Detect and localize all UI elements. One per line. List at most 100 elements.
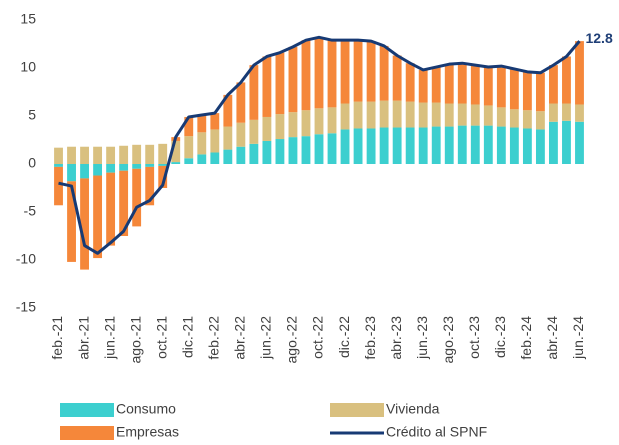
y-tick-label: -15	[16, 299, 36, 315]
bar	[210, 113, 220, 130]
x-tick-label: oct.-23	[466, 316, 482, 359]
bar	[340, 129, 350, 164]
bar	[236, 122, 246, 147]
bar	[575, 121, 584, 164]
bar	[509, 127, 519, 164]
bar	[106, 164, 116, 173]
legend-label: Vivienda	[386, 401, 440, 417]
x-tick-label: oct.-21	[153, 316, 169, 359]
y-tick-label: 15	[20, 11, 36, 27]
bar	[249, 65, 259, 120]
bar	[418, 127, 428, 164]
x-tick-label: feb.-22	[206, 316, 222, 360]
bar	[184, 158, 194, 164]
x-tick-label: dic.-23	[492, 316, 508, 358]
bar	[405, 101, 415, 128]
bar	[549, 121, 558, 164]
bar	[535, 72, 545, 112]
bar	[54, 164, 63, 167]
bar	[444, 64, 454, 104]
bar	[67, 146, 76, 164]
x-tick-label: jun.-21	[101, 316, 117, 360]
bar	[366, 101, 376, 129]
y-tick-label: 10	[20, 59, 36, 75]
bar	[119, 145, 129, 164]
bar	[444, 126, 454, 164]
bar	[575, 41, 584, 105]
bar	[67, 181, 76, 262]
bar	[158, 165, 168, 188]
bar	[562, 103, 571, 121]
bar	[549, 65, 558, 104]
bar	[457, 63, 467, 104]
bar	[223, 126, 233, 150]
bar	[67, 164, 76, 182]
bar	[483, 105, 493, 126]
bar	[340, 103, 350, 130]
bar	[158, 143, 168, 164]
bar	[549, 103, 558, 122]
bar	[145, 144, 155, 164]
legend-swatch	[60, 403, 114, 417]
x-tick-label: ago.-22	[284, 316, 300, 364]
bar	[262, 56, 272, 117]
bar	[483, 67, 493, 106]
bar	[119, 170, 129, 236]
bar	[158, 164, 168, 166]
y-tick-label: -10	[16, 251, 36, 267]
bar	[470, 104, 480, 126]
bar	[496, 126, 506, 164]
bar	[210, 129, 220, 153]
bar	[379, 127, 389, 164]
bar	[93, 175, 103, 259]
bar	[562, 56, 571, 104]
bar	[80, 164, 89, 179]
x-tick-label: abr.-21	[75, 316, 91, 360]
bar	[522, 71, 532, 111]
bar	[496, 107, 506, 127]
x-tick-label: ago.-21	[127, 316, 143, 364]
bar	[562, 120, 571, 164]
bar	[366, 41, 376, 102]
bar	[301, 136, 311, 164]
bar	[54, 147, 63, 164]
bar	[353, 40, 363, 102]
bar	[288, 112, 298, 138]
bar	[223, 94, 233, 127]
bar	[457, 103, 467, 126]
bar	[171, 140, 181, 163]
x-tick-label: oct.-22	[310, 316, 326, 359]
bar	[80, 178, 89, 270]
bar	[132, 144, 142, 164]
bar	[366, 128, 376, 164]
bar	[418, 102, 428, 128]
bar	[392, 55, 402, 101]
legend-label: Empresas	[116, 424, 179, 440]
y-tick-label: -5	[24, 203, 37, 219]
bar	[262, 140, 272, 164]
bar	[145, 166, 155, 206]
bar	[444, 103, 454, 127]
legend-swatch	[60, 426, 114, 440]
bar	[119, 164, 129, 171]
bar	[522, 110, 532, 129]
bar	[275, 52, 285, 115]
bar	[405, 63, 415, 102]
bar	[54, 166, 63, 206]
bar	[327, 107, 337, 134]
bar	[314, 37, 324, 109]
y-tick-label: 0	[28, 155, 36, 171]
bar	[262, 116, 272, 141]
bar	[431, 67, 441, 103]
bar	[275, 114, 285, 140]
x-tick-label: dic.-22	[336, 316, 352, 358]
bar	[340, 40, 350, 104]
bar	[236, 146, 246, 164]
x-tick-label: jun.-22	[258, 316, 274, 360]
bar	[145, 164, 155, 167]
bar	[301, 110, 311, 137]
bar	[379, 45, 389, 101]
x-tick-label: feb.-21	[49, 316, 65, 360]
x-tick-label: feb.-24	[518, 316, 534, 360]
x-tick-label: dic.-21	[179, 316, 195, 358]
